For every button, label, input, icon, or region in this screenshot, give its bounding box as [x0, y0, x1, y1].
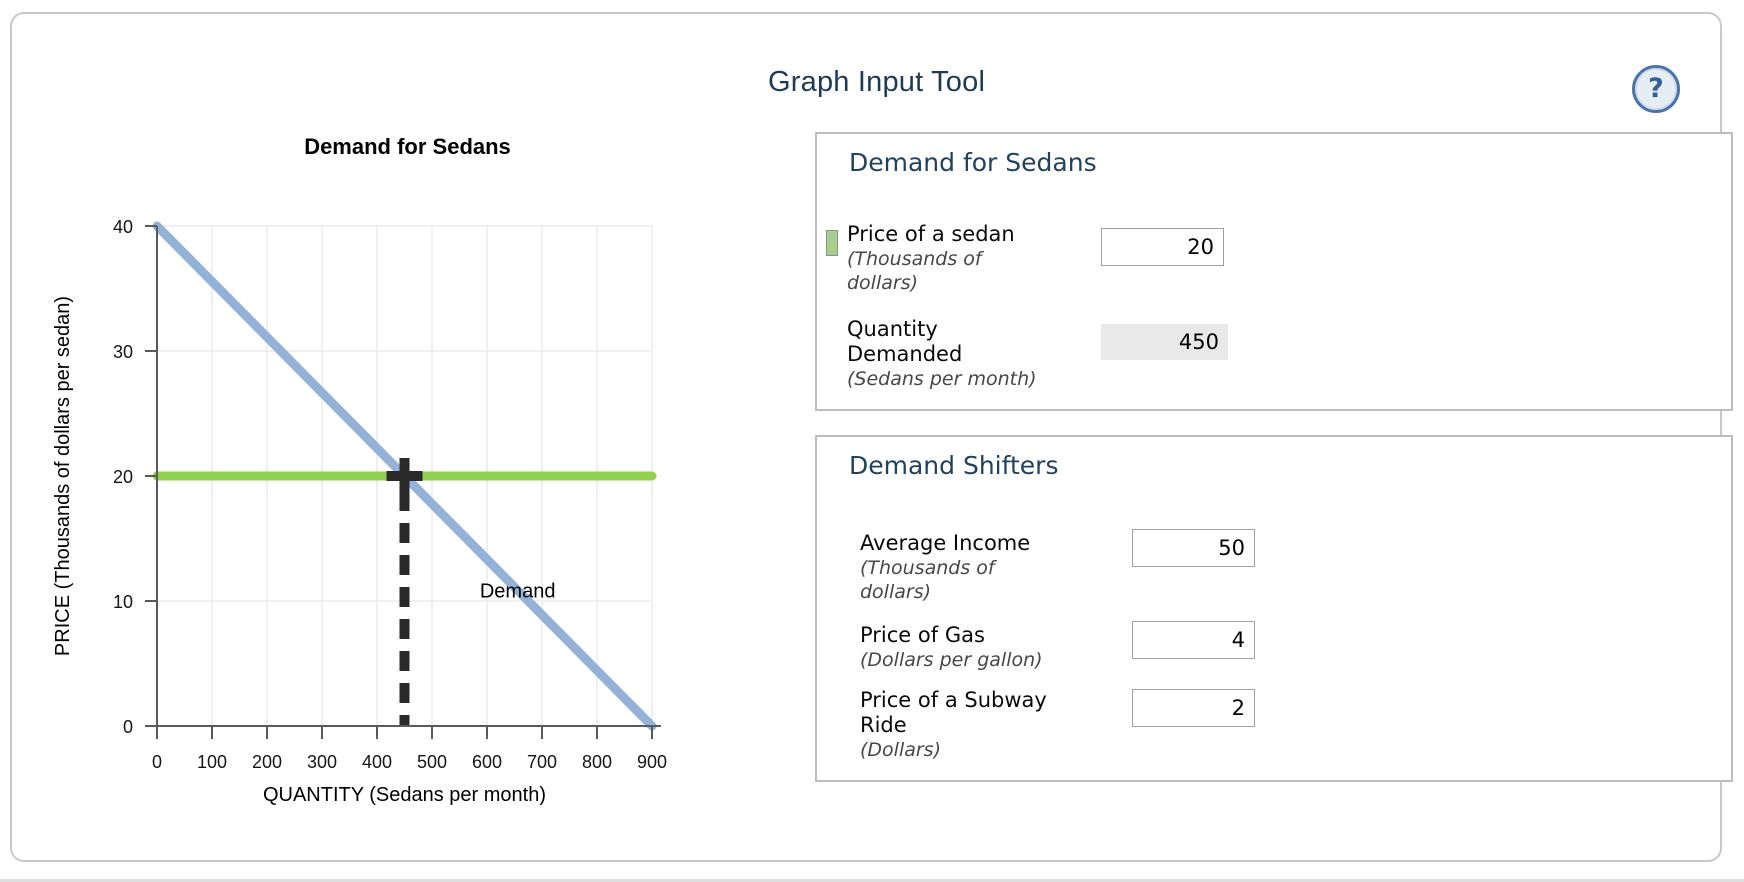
graph-input-tool-card: 0 10 20 30 40 0 100 200 300 400 500 600 700 800 900 Dem…	[10, 12, 1733, 862]
price-of-subway-units: (Dollars)	[860, 739, 941, 761]
x-axis-title: QUANTITY (Sedans per month)	[263, 784, 546, 806]
x-tick-200: 200	[252, 752, 282, 772]
average-income-input[interactable]	[1132, 529, 1255, 567]
price-of-sedan-label: Price of a sedan	[847, 222, 1015, 246]
page-title: Graph Input Tool	[768, 66, 986, 98]
price-of-subway-input[interactable]	[1132, 689, 1255, 727]
chart-title: Demand for Sedans	[304, 134, 511, 159]
demand-chart: 0 10 20 30 40 0 100 200 300 400 500 600 700 800 900 Dem…	[47, 109, 697, 821]
x-tick-100: 100	[197, 752, 227, 772]
average-income-label: Average Income	[860, 531, 1031, 555]
x-tick-0: 0	[152, 752, 162, 772]
question-mark-icon: ?	[1648, 72, 1664, 104]
help-button[interactable]: ?	[1632, 65, 1680, 113]
quantity-demanded-units: (Sedans per month)	[847, 368, 1037, 390]
panel-demand-for-sedans: Demand for Sedans Price of a sedan (Thou…	[815, 132, 1733, 411]
y-tick-10: 10	[113, 592, 133, 612]
y-tick-20: 20	[113, 467, 133, 487]
y-tick-40: 40	[113, 217, 133, 237]
panel-demand-shifters: Demand Shifters Average Income (Thousand…	[815, 435, 1733, 782]
price-of-subway-row: Price of a Subway Ride (Dollars)	[860, 688, 1080, 762]
average-income-units: (Thousands of dollars)	[860, 557, 995, 603]
y-tick-30: 30	[113, 342, 133, 362]
price-of-gas-units: (Dollars per gallon)	[860, 649, 1043, 671]
price-line-swatch-icon	[826, 230, 838, 256]
quantity-demanded-row: Quantity Demanded (Sedans per month)	[847, 317, 1037, 391]
price-of-sedan-row: Price of a sedan (Thousands of dollars)	[847, 222, 1032, 295]
y-tick-0: 0	[123, 717, 133, 737]
bottom-divider	[0, 879, 1744, 882]
price-of-gas-label: Price of Gas	[860, 623, 985, 647]
x-tick-300: 300	[307, 752, 337, 772]
quantity-demanded-label: Quantity Demanded	[847, 317, 963, 366]
panel-title: Demand for Sedans	[849, 148, 1097, 177]
chart-intersection-marker	[386, 458, 423, 494]
price-of-gas-input[interactable]	[1132, 621, 1255, 659]
price-of-sedan-input[interactable]	[1101, 228, 1224, 266]
average-income-row: Average Income (Thousands of dollars)	[860, 531, 1045, 604]
price-of-subway-label: Price of a Subway Ride	[860, 688, 1047, 737]
price-of-gas-row: Price of Gas (Dollars per gallon)	[860, 623, 1043, 672]
price-of-sedan-units: (Thousands of dollars)	[847, 248, 982, 294]
x-tick-500: 500	[417, 752, 447, 772]
x-tick-800: 800	[582, 752, 612, 772]
chart-axes	[145, 225, 661, 739]
series-label-demand: Demand	[480, 580, 556, 602]
chart-text: Demand for Sedans QUANTITY (Sedans per mo…	[52, 134, 555, 806]
panel-title: Demand Shifters	[849, 451, 1059, 480]
x-tick-600: 600	[472, 752, 502, 772]
x-tick-400: 400	[362, 752, 392, 772]
y-axis-title: PRICE (Thousands of dollars per sedan)	[52, 296, 74, 656]
x-tick-700: 700	[527, 752, 557, 772]
quantity-demanded-value: 450	[1101, 324, 1228, 360]
x-tick-900: 900	[637, 752, 667, 772]
